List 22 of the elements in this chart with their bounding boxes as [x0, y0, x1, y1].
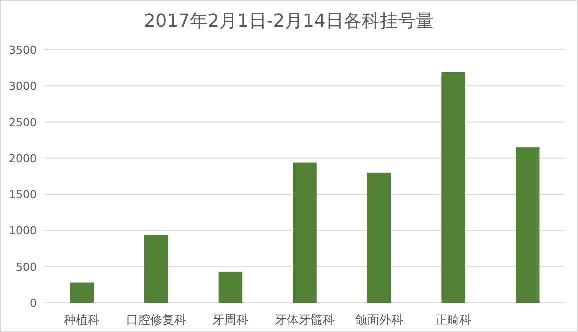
y-tick-label: 2500 — [9, 116, 37, 130]
y-tick-label: 0 — [30, 297, 37, 310]
x-tick-label: 正畸科 — [436, 313, 472, 327]
x-tick-label: 种植科 — [64, 313, 100, 327]
x-tick-label: 颌面外科 — [354, 313, 404, 327]
y-tick-label: 3000 — [9, 80, 37, 94]
bar — [442, 72, 466, 303]
x-tick-label: 牙周科 — [212, 313, 249, 327]
x-tick-label: 牙体牙髓科 — [275, 313, 335, 327]
bar — [218, 272, 243, 303]
x-tick-label: 口腔修复科 — [126, 313, 186, 327]
bar — [144, 235, 168, 303]
bar — [293, 162, 317, 303]
y-tick-label: 500 — [16, 260, 37, 274]
y-tick-label: 1000 — [9, 224, 37, 238]
bar — [70, 282, 94, 303]
y-tick-label: 1500 — [9, 188, 37, 202]
y-tick-label: 2000 — [9, 152, 37, 166]
y-tick-label: 3500 — [9, 44, 37, 57]
bar — [516, 148, 540, 303]
bar — [367, 172, 392, 303]
chart-title: 2017年2月1日-2月14日各科挂号量 — [144, 11, 434, 32]
